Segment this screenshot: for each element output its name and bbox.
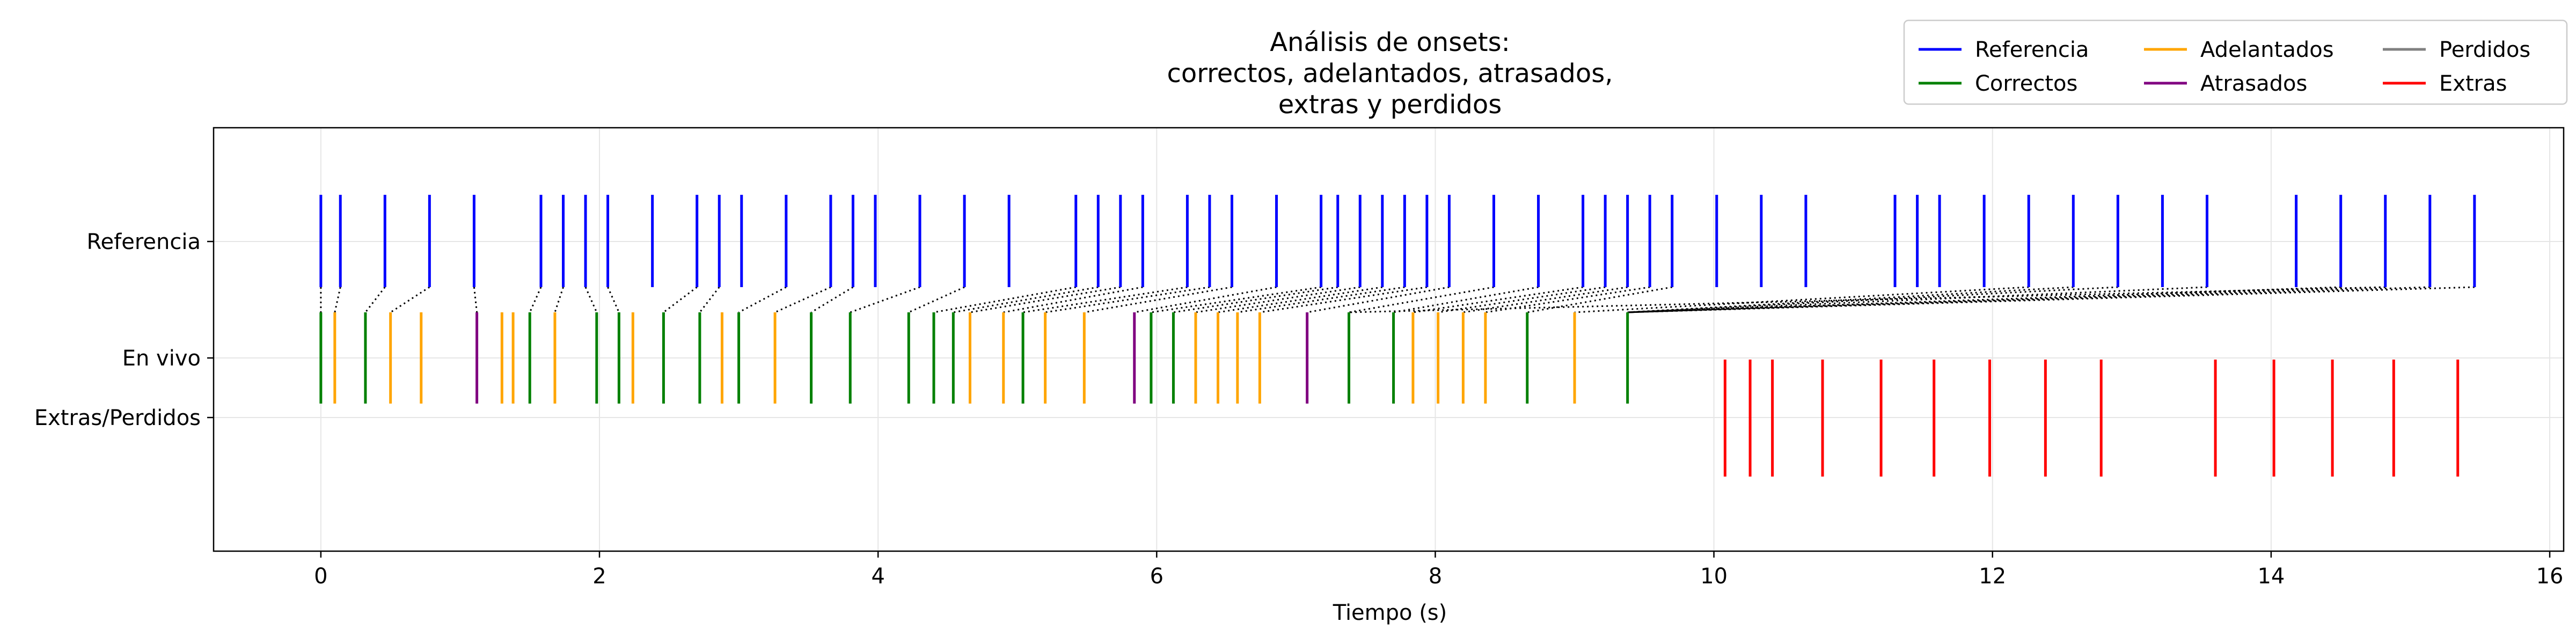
x-tick-label: 4 — [871, 564, 884, 589]
x-axis-ticks: 0 2 4 6 8 10 12 14 16 — [314, 551, 2563, 589]
event-marks — [319, 195, 2476, 477]
match-line — [850, 286, 920, 313]
match-line — [554, 287, 564, 313]
match-line — [529, 287, 542, 313]
x-tick-label: 10 — [1700, 564, 1728, 589]
chart-title-line-3: extras y perdidos — [1278, 90, 1502, 120]
match-line — [970, 286, 1121, 313]
match-line — [1218, 286, 1383, 313]
match-line — [390, 286, 430, 313]
match-line — [738, 286, 787, 313]
match-line — [1527, 286, 1672, 313]
legend-label: Atrasados — [2200, 71, 2307, 96]
match-line — [1307, 286, 1450, 313]
x-tick-label: 8 — [1429, 564, 1442, 589]
match-line — [1349, 286, 1494, 313]
match-line — [1627, 286, 2475, 313]
match-line — [1627, 286, 2430, 313]
match-line — [473, 287, 478, 313]
match-line — [1260, 286, 1428, 313]
x-tick-label: 14 — [2257, 564, 2285, 589]
match-line — [1463, 286, 1628, 313]
match-line — [663, 286, 698, 313]
match-line — [1627, 286, 2207, 313]
x-tick-label: 16 — [2536, 564, 2564, 589]
x-axis-label: Tiempo (s) — [1333, 601, 1447, 625]
match-line — [810, 286, 854, 313]
legend-label: Adelantados — [2200, 38, 2334, 62]
match-line — [1173, 286, 1338, 313]
y-tick-label: Extras/Perdidos — [34, 406, 201, 430]
chart-title: Análisis de onsets: correctos, adelantad… — [1167, 27, 1613, 120]
grid — [214, 128, 2564, 551]
legend-label: Correctos — [1975, 71, 2077, 96]
match-line — [1485, 286, 1650, 313]
match-line — [1195, 286, 1360, 313]
match-line — [1237, 286, 1405, 313]
match-line — [584, 287, 598, 313]
legend-label: Extras — [2439, 71, 2507, 96]
match-lines — [320, 286, 2475, 313]
match-line — [364, 287, 386, 313]
match-line — [953, 286, 1099, 313]
y-tick-label: Referencia — [87, 230, 201, 254]
match-line — [908, 286, 965, 313]
match-line — [1438, 286, 1606, 313]
match-line — [774, 286, 831, 313]
match-line — [1349, 286, 2385, 313]
legend-label: Perdidos — [2439, 38, 2530, 62]
match-line — [1022, 286, 1188, 313]
y-tick-label: En vivo — [122, 346, 201, 371]
plot-area-frame — [213, 127, 2565, 552]
match-line — [1045, 286, 1210, 313]
match-line — [334, 287, 341, 313]
match-line — [1413, 286, 1583, 313]
match-line — [699, 287, 720, 313]
x-tick-label: 2 — [592, 564, 606, 589]
x-tick-label: 6 — [1150, 564, 1163, 589]
legend: Referencia Correctos Adelantados Atrasados P… — [1903, 19, 2568, 105]
x-tick-label: 12 — [1979, 564, 2006, 589]
chart-title-line-1: Análisis de onsets: — [1270, 27, 1510, 57]
x-tick-label: 0 — [314, 564, 327, 589]
y-axis-ticks: Referencia En vivo Extras/Perdidos — [34, 230, 214, 430]
match-line — [1627, 286, 2385, 313]
match-line — [1627, 286, 2341, 313]
legend-label: Referencia — [1975, 38, 2089, 62]
match-line — [1574, 286, 2029, 313]
match-line — [1084, 286, 1232, 313]
match-line — [1393, 286, 1539, 313]
chart-title-line-2: correctos, adelantados, atrasados, — [1167, 58, 1613, 89]
match-line — [607, 287, 620, 313]
